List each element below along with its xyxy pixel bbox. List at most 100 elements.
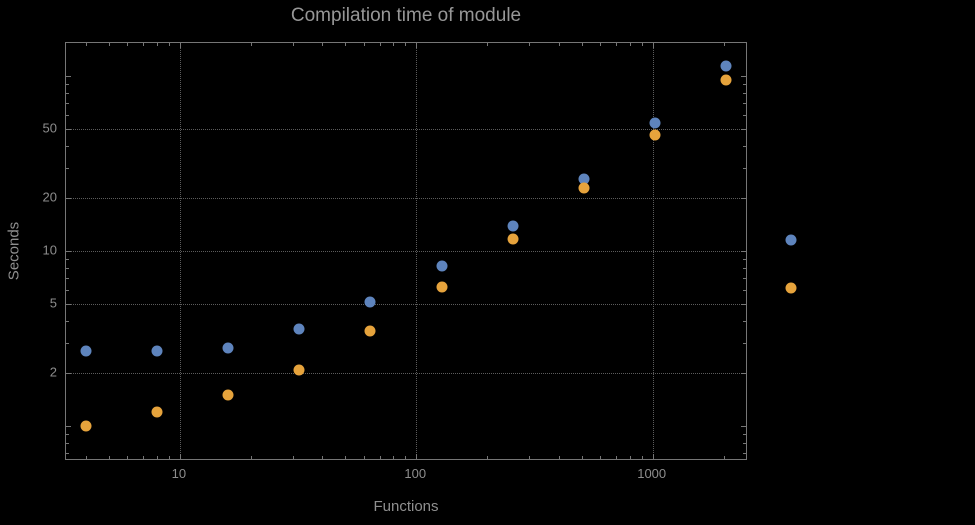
- x-tick-mark: [405, 456, 407, 459]
- y-tick-mark: [743, 268, 746, 270]
- y-tick-mark: [743, 320, 746, 322]
- y-tick-mark: [743, 453, 746, 454]
- x-tick-mark: [723, 456, 725, 459]
- data-point-blue: [293, 323, 305, 335]
- x-tick-mark: [292, 43, 294, 46]
- y-tick-label: 2: [49, 364, 57, 380]
- x-tick-mark: [143, 43, 145, 46]
- x-tick-mark: [156, 456, 158, 459]
- data-point-blue: [507, 220, 519, 232]
- y-tick-mark: [66, 84, 69, 86]
- y-tick-mark: [743, 289, 746, 291]
- y-tick-mark: [743, 433, 746, 435]
- y-gridline: [66, 251, 746, 253]
- x-tick-mark: [379, 456, 381, 459]
- x-tick-mark: [641, 456, 643, 459]
- y-tick-mark: [743, 103, 746, 105]
- x-tick-mark: [379, 43, 381, 46]
- y-tick-mark: [66, 320, 69, 322]
- y-tick-mark: [741, 425, 746, 427]
- data-point-blue: [649, 117, 661, 129]
- x-tick-mark: [85, 456, 87, 459]
- y-tick-mark: [66, 145, 69, 147]
- y-tick-mark: [66, 425, 71, 427]
- x-tick-mark: [363, 43, 365, 46]
- y-tick-mark: [743, 145, 746, 147]
- x-tick-mark: [487, 456, 489, 459]
- y-tick-label: 5: [49, 295, 57, 311]
- y-tick-mark: [743, 373, 746, 375]
- x-tick-mark: [363, 456, 365, 459]
- y-tick-mark: [66, 198, 69, 200]
- data-point-orange: [293, 364, 305, 376]
- x-tick-label: 100: [404, 466, 427, 481]
- y-tick-mark: [66, 303, 69, 305]
- x-tick-mark: [529, 43, 531, 46]
- x-tick-mark: [322, 456, 324, 459]
- x-tick-mark: [581, 456, 583, 459]
- x-tick-mark: [108, 43, 110, 46]
- x-gridline: [416, 43, 418, 459]
- x-tick-label: 10: [171, 466, 187, 481]
- y-gridline: [66, 373, 746, 375]
- x-tick-mark: [600, 456, 602, 459]
- y-tick-mark: [66, 93, 69, 95]
- data-point-orange: [436, 281, 448, 293]
- y-tick-mark: [66, 103, 69, 105]
- y-tick-mark: [66, 251, 71, 253]
- y-tick-mark: [743, 115, 746, 117]
- y-tick-mark: [66, 167, 69, 169]
- x-tick-mark: [156, 43, 158, 46]
- x-tick-mark: [652, 43, 654, 48]
- data-point-orange: [649, 129, 661, 141]
- y-tick-mark: [743, 167, 746, 169]
- plot-area: [65, 42, 747, 460]
- x-tick-mark: [600, 43, 602, 46]
- data-point-blue: [720, 60, 732, 72]
- y-tick-mark: [66, 373, 69, 375]
- data-point-blue: [80, 345, 92, 356]
- y-gridline: [66, 128, 746, 130]
- y-gridline: [66, 303, 746, 305]
- y-tick-mark: [66, 289, 69, 291]
- x-tick-mark: [723, 43, 725, 46]
- x-tick-mark: [179, 43, 181, 48]
- y-tick-mark: [66, 128, 69, 130]
- x-tick-mark: [652, 454, 654, 459]
- x-tick-mark: [108, 456, 110, 459]
- x-tick-mark: [322, 43, 324, 46]
- y-tick-mark: [741, 251, 746, 253]
- x-tick-mark: [616, 456, 618, 459]
- data-point-orange: [364, 325, 376, 337]
- x-tick-mark: [393, 43, 395, 46]
- x-tick-mark: [127, 43, 129, 46]
- x-tick-label: 1000: [637, 466, 667, 481]
- data-point-blue: [364, 296, 376, 308]
- data-point-orange: [720, 74, 732, 86]
- x-tick-mark: [251, 43, 252, 46]
- data-point-blue: [222, 342, 234, 354]
- data-point-blue: [151, 345, 163, 356]
- x-tick-mark: [581, 43, 583, 46]
- y-tick-mark: [743, 259, 746, 261]
- y-tick-mark: [66, 278, 69, 280]
- x-tick-mark: [405, 43, 407, 46]
- y-tick-mark: [743, 198, 746, 200]
- y-tick-mark: [66, 342, 69, 344]
- y-tick-mark: [743, 93, 746, 95]
- x-gridline: [179, 43, 181, 459]
- x-tick-mark: [85, 43, 87, 46]
- y-tick-mark: [66, 115, 69, 117]
- x-tick-mark: [143, 456, 145, 459]
- y-tick-mark: [743, 342, 746, 344]
- x-tick-mark: [393, 456, 395, 459]
- x-tick-mark: [629, 456, 631, 459]
- x-tick-mark: [487, 43, 489, 46]
- y-tick-label: 10: [42, 242, 57, 258]
- y-tick-mark: [743, 303, 746, 305]
- y-tick-mark: [66, 259, 69, 261]
- x-tick-mark: [127, 456, 129, 459]
- x-tick-mark: [416, 454, 418, 459]
- x-tick-mark: [629, 43, 631, 46]
